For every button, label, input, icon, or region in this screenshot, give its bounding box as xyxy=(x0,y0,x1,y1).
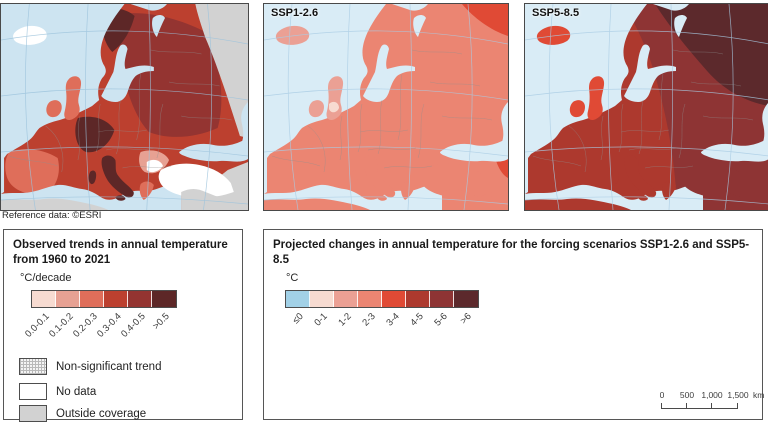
outside-coverage-swatch xyxy=(19,405,47,422)
ssp585-label: SSP5-8.5 xyxy=(532,7,580,19)
ramp-tick-label: 0.3-0.4 xyxy=(95,311,124,340)
scale-tick-label: 0 xyxy=(659,390,665,400)
nonsignificant-label: Non-significant trend xyxy=(56,360,162,373)
ramp-swatch xyxy=(430,291,454,307)
ssp585-map xyxy=(525,4,768,210)
scale-bar-line xyxy=(661,403,738,409)
ssp126-map-panel: SSP1-2.6 xyxy=(263,3,509,211)
reference-data-note: Reference data: ©ESRI xyxy=(2,210,102,221)
observed-color-ramp xyxy=(31,290,177,308)
ramp-tick-label: 0-1 xyxy=(312,311,330,329)
scale-bar: 0 500 1,000 1,500 km xyxy=(659,390,768,412)
ramp-swatch xyxy=(382,291,406,307)
ssp126-map xyxy=(264,4,508,210)
ramp-swatch xyxy=(334,291,358,307)
ramp-swatch xyxy=(286,291,310,307)
ramp-swatch xyxy=(406,291,430,307)
ramp-swatch xyxy=(310,291,334,307)
observed-unit-label: °C/decade xyxy=(20,272,72,284)
ramp-tick-label: 0.4-0.5 xyxy=(119,311,148,340)
scale-unit-label: km xyxy=(753,390,765,400)
ramp-swatch xyxy=(358,291,382,307)
nonsignificant-swatch xyxy=(19,358,47,375)
projected-legend-title: Projected changes in annual temperature … xyxy=(273,239,750,266)
nodata-swatch xyxy=(19,383,47,400)
observed-legend-title: Observed trends in annual temperature fr… xyxy=(13,239,228,266)
ramp-swatch xyxy=(104,291,128,307)
ramp-swatch xyxy=(454,291,478,307)
ssp585-map-panel: SSP5-8.5 xyxy=(524,3,768,211)
legend-row-nonsignificant: Non-significant trend xyxy=(19,358,161,375)
ramp-tick-label: 0.1-0.2 xyxy=(47,311,76,340)
scale-tick-label: 500 xyxy=(679,390,695,400)
ramp-tick-label: >6 xyxy=(458,311,474,327)
legend-row-nodata: No data xyxy=(19,383,96,400)
outside-coverage-label: Outside coverage xyxy=(56,407,147,420)
projected-unit-label: °C xyxy=(286,272,299,284)
ramp-swatch xyxy=(32,291,56,307)
ssp126-label: SSP1-2.6 xyxy=(271,7,319,19)
ramp-tick-label: 5-6 xyxy=(432,311,450,329)
ramp-tick-label: ≤0 xyxy=(290,311,306,327)
ramp-tick-label: 4-5 xyxy=(408,311,426,329)
nodata-label: No data xyxy=(56,385,97,398)
legend-row-outside: Outside coverage xyxy=(19,405,146,422)
ramp-swatch xyxy=(152,291,176,307)
ramp-tick-label: 2-3 xyxy=(360,311,378,329)
ramp-tick-label: 3-4 xyxy=(384,311,402,329)
ramp-swatch xyxy=(128,291,152,307)
ramp-tick-label: >0.5 xyxy=(150,311,172,333)
ramp-tick-label: 0.0-0.1 xyxy=(23,311,52,340)
ramp-tick-label: 1-2 xyxy=(336,311,354,329)
projected-legend-box: Projected changes in annual temperature … xyxy=(263,229,764,420)
scale-tick-label: 1,000 xyxy=(701,390,723,400)
ramp-swatch xyxy=(56,291,80,307)
ramp-swatch xyxy=(80,291,104,307)
observed-trends-map xyxy=(1,4,248,210)
observed-map-panel xyxy=(0,3,249,211)
observed-legend-box: Observed trends in annual temperature fr… xyxy=(3,229,243,422)
scale-tick-label: 1,500 xyxy=(727,390,749,400)
ramp-tick-label: 0.2-0.3 xyxy=(71,311,100,340)
projected-color-ramp xyxy=(285,290,479,308)
